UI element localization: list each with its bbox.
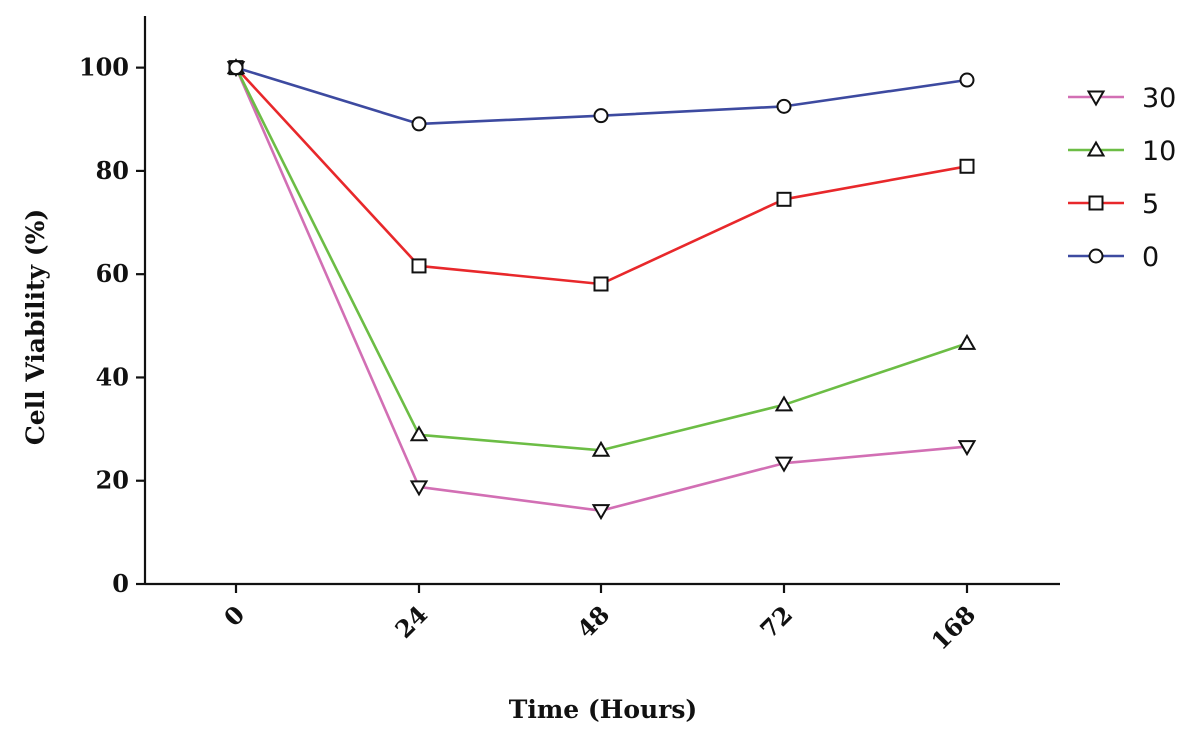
axes [143, 16, 1060, 586]
data-point-10 [591, 440, 611, 457]
y-tick-label: 100 [79, 53, 129, 82]
legend-label: 0 [1142, 242, 1159, 273]
data-point-10 [957, 333, 977, 350]
series-30 [226, 61, 977, 521]
y-tick-label: 80 [96, 156, 129, 185]
data-point-10 [774, 395, 794, 412]
y-tick-label: 40 [96, 362, 129, 391]
data-point-30 [957, 440, 977, 457]
legend-marker [1088, 248, 1104, 264]
legend-marker [1086, 90, 1106, 107]
x-axis-ticks: 0 24 48 72 168 [218, 584, 981, 656]
y-tick-label: 60 [96, 259, 129, 288]
data-point-0 [593, 108, 609, 124]
data-point-30 [409, 480, 429, 497]
y-tick-label: 0 [112, 569, 129, 598]
x-tick-label: 168 [925, 600, 981, 656]
legend-item-30: 30 [1068, 83, 1176, 114]
x-tick-label: 72 [754, 600, 798, 644]
series-0 [228, 60, 975, 132]
legend-item-10: 10 [1068, 136, 1176, 167]
legend-label: 5 [1142, 189, 1159, 220]
data-point-5 [593, 276, 609, 292]
data-point-0 [959, 72, 975, 88]
legend-item-0: 0 [1068, 242, 1159, 273]
legend-marker [1088, 195, 1104, 211]
data-point-0 [411, 116, 427, 132]
data-point-0 [228, 60, 244, 76]
series-layer [226, 58, 977, 521]
legend-label: 10 [1142, 136, 1176, 167]
data-point-0 [776, 98, 792, 114]
data-point-30 [774, 456, 794, 473]
data-point-10 [409, 425, 429, 442]
y-axis-ticks: 0 20 40 60 80 100 [79, 53, 145, 598]
series-line-10 [234, 67, 968, 452]
data-point-5 [776, 191, 792, 207]
x-axis-title: Time (Hours) [509, 695, 698, 724]
x-tick-label: 24 [389, 600, 433, 644]
x-tick-label: 0 [218, 600, 250, 632]
x-tick-label: 48 [571, 600, 615, 644]
y-axis-title: Cell Viability (%) [21, 209, 50, 445]
legend-label: 30 [1142, 83, 1176, 114]
y-tick-label: 20 [96, 466, 129, 495]
legend-marker [1086, 140, 1106, 157]
data-point-5 [411, 258, 427, 274]
data-point-30 [591, 504, 611, 521]
legend-item-5: 5 [1068, 189, 1159, 220]
data-point-5 [959, 158, 975, 174]
legend: 30 10 5 0 [1068, 83, 1176, 273]
